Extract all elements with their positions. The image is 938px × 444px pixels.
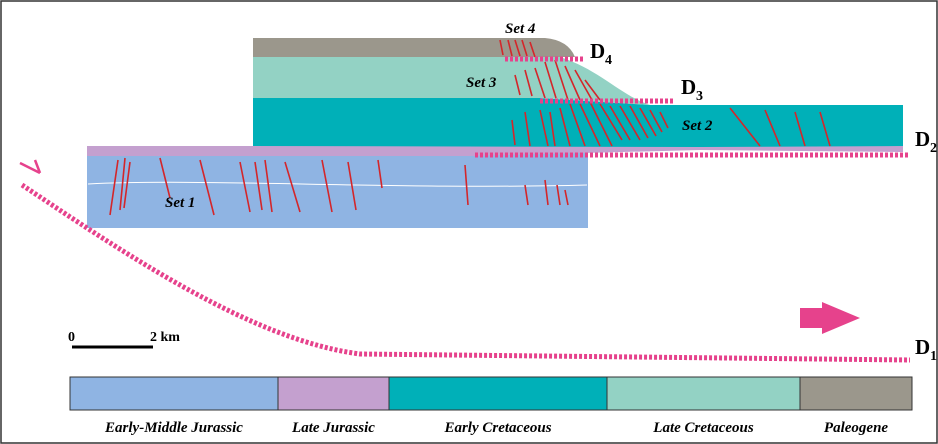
- scale-end: 2 km: [150, 330, 180, 345]
- detachment-label: D: [915, 127, 930, 151]
- legend-label: Late Cretaceous: [652, 420, 754, 436]
- detachment-label: D: [681, 75, 696, 99]
- legend-swatch: [278, 377, 389, 410]
- detachment-subscript: 2: [930, 141, 937, 156]
- detachment-label: D: [590, 39, 605, 63]
- set-label: Set 4: [505, 21, 536, 37]
- legend-swatch: [800, 377, 912, 410]
- set-label: Set 2: [682, 118, 713, 134]
- detachment-label: D: [915, 335, 930, 359]
- legend-label: Late Jurassic: [291, 420, 375, 436]
- legend-swatch: [389, 377, 607, 410]
- early-cretaceous-layer: [253, 98, 903, 147]
- legend-label: Paleogene: [824, 420, 888, 436]
- jurassic-block: [87, 150, 588, 228]
- detachment-subscript: 4: [605, 53, 612, 68]
- scale-start: 0: [68, 330, 75, 345]
- diagram: Set 4 Set 3 Set 2 Set 1 D4D3D2D1 0 2 km …: [0, 0, 938, 444]
- legend-label: Early-Middle Jurassic: [104, 420, 243, 436]
- legend-swatch: [607, 377, 800, 410]
- set-label: Set 1: [165, 195, 195, 211]
- detachment-subscript: 1: [930, 349, 937, 364]
- set-label: Set 3: [466, 75, 497, 91]
- legend-swatch: [70, 377, 278, 410]
- detachment-subscript: 3: [696, 89, 703, 104]
- legend-label: Early Cretaceous: [443, 420, 551, 436]
